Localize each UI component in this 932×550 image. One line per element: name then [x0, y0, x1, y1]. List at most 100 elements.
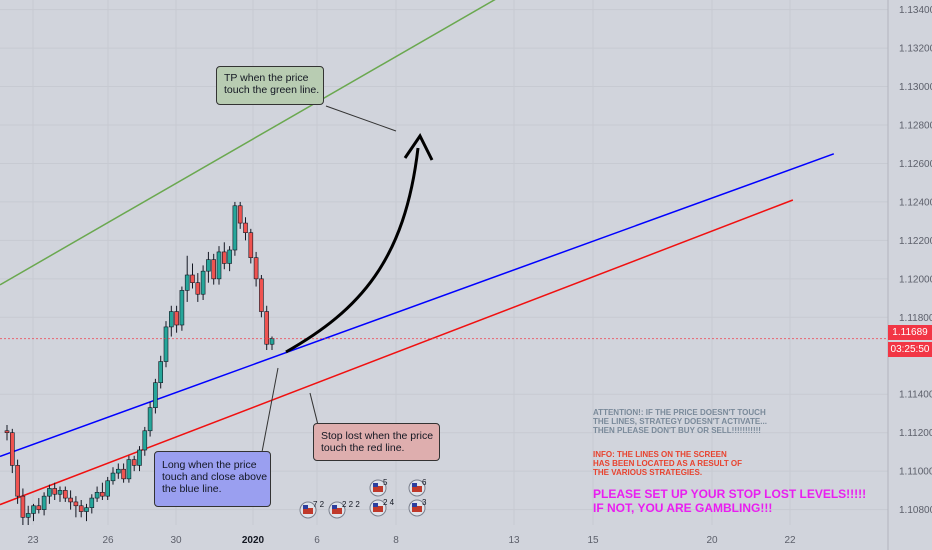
candle-body — [264, 311, 270, 345]
candle-body — [237, 205, 243, 224]
x-tick-label: 8 — [393, 535, 399, 546]
stop-note[interactable]: Stop lost when the price touch the red l… — [313, 423, 440, 461]
event-count-label: 3 — [422, 498, 427, 507]
candle-body — [52, 488, 58, 495]
y-tick-label: 1.11800 — [899, 313, 932, 324]
x-tick-label: 15 — [587, 535, 599, 546]
candle-body — [20, 495, 26, 518]
warning-line-1: PLEASE SET UP YOUR STOP LOST LEVELS!!!!! — [593, 487, 867, 501]
candle-body — [137, 449, 142, 466]
candle-body — [248, 232, 254, 258]
tp-note[interactable]: TP when the price touch the green line. — [216, 66, 324, 105]
projection-arrowhead — [403, 133, 434, 161]
countdown-label: 03:25:50 — [890, 344, 930, 355]
attention-text: ATTENTION!: IF THE PRICE DOESN'T TOUCH T… — [593, 408, 767, 435]
candle-body — [121, 468, 126, 480]
flag-canton-icon — [412, 503, 417, 507]
x-tick-label: 23 — [27, 535, 39, 546]
y-tick-label: 1.11000 — [899, 467, 932, 478]
candle-body — [269, 338, 275, 345]
attention-line-3: THEN PLEASE DON'T BUY OR SELL!!!!!!!!!!! — [593, 426, 761, 435]
info-line-2: HAS BEEN LOCATED AS A RESULT OF — [593, 459, 743, 468]
candle-body — [227, 249, 232, 264]
flag-stripe-icon — [412, 506, 422, 512]
candle-body — [147, 407, 153, 432]
event-count-label: 2 4 — [383, 498, 395, 507]
flag-stripe-icon — [303, 508, 313, 514]
candle-body — [31, 505, 36, 514]
candle-body — [184, 274, 190, 291]
warning-line-2: IF NOT, YOU ARE GAMBLING!!! — [593, 501, 773, 515]
flag-canton-icon — [373, 483, 378, 487]
event-count-label: 5 — [383, 478, 388, 487]
trend-line-blue — [0, 153, 835, 458]
stop-note-line-2: touch the red line. — [321, 442, 405, 454]
candle-body — [15, 465, 20, 497]
x-tick-label: 2020 — [242, 535, 265, 546]
event-count-label: 7 2 — [313, 500, 325, 509]
y-tick-label: 1.13400 — [899, 5, 932, 16]
candle-body — [243, 222, 248, 233]
x-tick-label: 13 — [508, 535, 520, 546]
attention-line-1: ATTENTION!: IF THE PRICE DOESN'T TOUCH — [593, 408, 766, 417]
candle-body — [116, 468, 121, 474]
event-count-label: 2 2 2 — [342, 500, 360, 509]
economic-events: 7 2 2 2 2 5 2 4 6 3 — [299, 478, 427, 519]
flag-stripe-icon — [412, 486, 422, 492]
y-tick-label: 1.12600 — [899, 159, 932, 170]
candle-body — [206, 259, 211, 272]
y-tick-label: 1.11200 — [899, 428, 932, 439]
candle-body — [110, 472, 116, 482]
x-tick-label: 6 — [314, 535, 320, 546]
candle-body — [73, 501, 79, 507]
attention-line-2: THE LINES, STRATEGY DOESN'T ACTIVATE... — [593, 417, 767, 426]
candle-body — [211, 259, 216, 280]
info-text: INFO: THE LINES ON THE SCREEN HAS BEEN L… — [593, 450, 742, 477]
flag-stripe-icon — [373, 506, 383, 512]
candle-body — [68, 497, 73, 503]
long-note[interactable]: Long when the price touch and close abov… — [154, 451, 271, 507]
price-axis-ticks: 1.13400 1.13200 1.13000 1.12800 1.12600 1.124… — [899, 5, 932, 516]
flag-canton-icon — [373, 503, 378, 507]
candle-body — [195, 282, 201, 295]
tp-callout-line — [325, 105, 397, 132]
candle-body — [62, 490, 68, 499]
candle-body — [47, 488, 52, 497]
flag-stripe-icon — [373, 486, 383, 492]
flag-stripe-icon — [332, 508, 342, 514]
event-count-label: 6 — [422, 478, 427, 487]
candle-body — [4, 430, 10, 433]
info-line-3: THE VARIOUS STRATEGIES. — [593, 468, 703, 477]
warning-text: PLEASE SET UP YOUR STOP LOST LEVELS!!!!!… — [593, 487, 866, 515]
candle-body — [78, 505, 84, 512]
y-tick-label: 1.12200 — [899, 236, 932, 247]
flag-canton-icon — [412, 483, 417, 487]
candle-body — [84, 507, 89, 512]
tp-note-line-1: TP when the price — [224, 72, 309, 84]
candle-body — [142, 430, 148, 451]
y-tick-label: 1.12000 — [899, 274, 932, 285]
candle-body — [100, 492, 105, 497]
flag-canton-icon — [332, 505, 337, 509]
candle-body — [232, 205, 238, 251]
candle-body — [131, 459, 137, 466]
y-tick-label: 1.12400 — [899, 197, 932, 208]
candle-body — [163, 326, 169, 362]
long-note-line-1: Long when the price — [162, 459, 257, 471]
candle-body — [216, 251, 222, 280]
candle-body — [36, 505, 42, 510]
trend-line-green — [0, 0, 496, 286]
candle-body — [10, 432, 15, 466]
candle-body — [94, 492, 100, 499]
candle-body — [89, 497, 95, 508]
x-tick-label: 22 — [784, 535, 796, 546]
x-tick-label: 30 — [170, 535, 182, 546]
price-axis-panel[interactable] — [888, 0, 932, 550]
candle-body — [169, 311, 174, 328]
candle-body — [41, 495, 47, 510]
candle-body — [179, 290, 185, 326]
long-note-line-3: the blue line. — [162, 483, 222, 495]
candle-body — [200, 270, 206, 295]
